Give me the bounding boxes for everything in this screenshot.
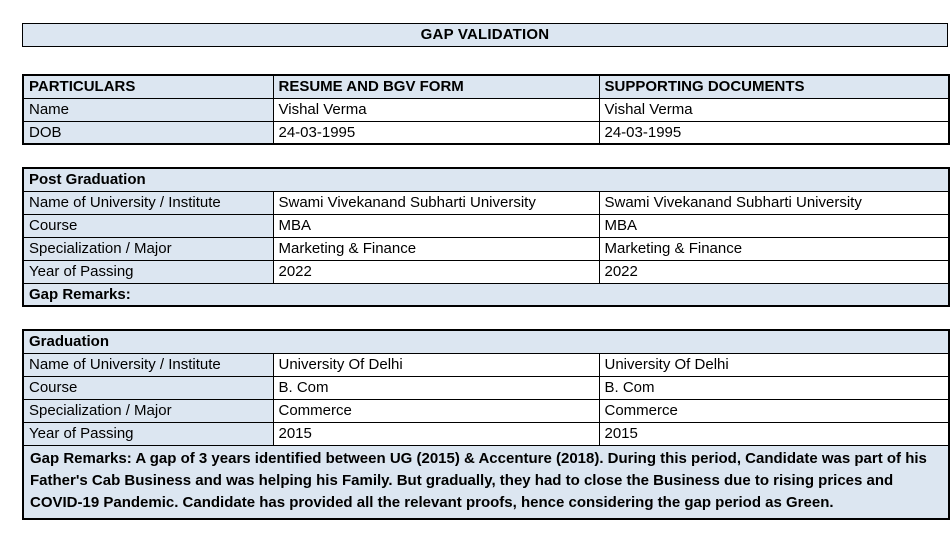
dob-supporting-value: 24-03-1995 — [598, 120, 950, 145]
column-header-supporting-docs: SUPPORTING DOCUMENTS — [598, 74, 950, 99]
section-header-row: Post Graduation — [22, 167, 950, 192]
page-title: GAP VALIDATION — [22, 23, 948, 47]
grad-specialization-supporting-value: Commerce — [598, 398, 950, 423]
row-label-specialization: Specialization / Major — [22, 398, 274, 423]
grad-university-resume-value: University Of Delhi — [272, 352, 600, 377]
table-row-course: Course MBA MBA — [22, 213, 950, 238]
column-header-particulars: PARTICULARS — [22, 74, 274, 99]
gap-remarks-row: Gap Remarks: — [22, 282, 950, 307]
grad-year-resume-value: 2015 — [272, 421, 600, 446]
table-row-university: Name of University / Institute Swami Viv… — [22, 190, 950, 215]
grad-course-resume-value: B. Com — [272, 375, 600, 400]
table-row-dob: DOB 24-03-1995 24-03-1995 — [22, 120, 950, 145]
row-label-year-of-passing: Year of Passing — [22, 259, 274, 284]
table-row-university: Name of University / Institute Universit… — [22, 352, 950, 377]
name-supporting-value: Vishal Verma — [598, 97, 950, 122]
graduation-table: Graduation Name of University / Institut… — [22, 329, 950, 520]
row-label-course: Course — [22, 375, 274, 400]
table-header-row: PARTICULARS RESUME AND BGV FORM SUPPORTI… — [22, 74, 950, 99]
row-label-name: Name — [22, 97, 274, 122]
post-graduation-table: Post Graduation Name of University / Ins… — [22, 167, 950, 307]
grad-year-supporting-value: 2015 — [598, 421, 950, 446]
row-label-year-of-passing: Year of Passing — [22, 421, 274, 446]
grad-university-supporting-value: University Of Delhi — [598, 352, 950, 377]
row-label-university: Name of University / Institute — [22, 190, 274, 215]
table-row-year-of-passing: Year of Passing 2015 2015 — [22, 421, 950, 446]
table-row-name: Name Vishal Verma Vishal Verma — [22, 97, 950, 122]
pg-course-supporting-value: MBA — [598, 213, 950, 238]
graduation-gap-remarks: Gap Remarks: A gap of 3 years identified… — [22, 444, 950, 519]
row-label-university: Name of University / Institute — [22, 352, 274, 377]
pg-specialization-resume-value: Marketing & Finance — [272, 236, 600, 261]
dob-resume-value: 24-03-1995 — [272, 120, 600, 145]
pg-specialization-supporting-value: Marketing & Finance — [598, 236, 950, 261]
pg-course-resume-value: MBA — [272, 213, 600, 238]
name-resume-value: Vishal Verma — [272, 97, 600, 122]
pg-university-resume-value: Swami Vivekanand Subharti University — [272, 190, 600, 215]
grad-specialization-resume-value: Commerce — [272, 398, 600, 423]
row-label-course: Course — [22, 213, 274, 238]
table-row-year-of-passing: Year of Passing 2022 2022 — [22, 259, 950, 284]
table-row-specialization: Specialization / Major Marketing & Finan… — [22, 236, 950, 261]
table-row-specialization: Specialization / Major Commerce Commerce — [22, 398, 950, 423]
pg-year-resume-value: 2022 — [272, 259, 600, 284]
section-header-row: Graduation — [22, 329, 950, 354]
pg-year-supporting-value: 2022 — [598, 259, 950, 284]
gap-remarks-row: Gap Remarks: A gap of 3 years identified… — [22, 444, 950, 519]
section-title-post-graduation: Post Graduation — [22, 167, 950, 192]
table-row-course: Course B. Com B. Com — [22, 375, 950, 400]
pg-university-supporting-value: Swami Vivekanand Subharti University — [598, 190, 950, 215]
section-title-graduation: Graduation — [22, 329, 950, 354]
column-header-resume-bgv: RESUME AND BGV FORM — [272, 74, 600, 99]
particulars-table: PARTICULARS RESUME AND BGV FORM SUPPORTI… — [22, 74, 950, 145]
row-label-dob: DOB — [22, 120, 274, 145]
row-label-specialization: Specialization / Major — [22, 236, 274, 261]
post-graduation-gap-remarks: Gap Remarks: — [22, 282, 950, 307]
grad-course-supporting-value: B. Com — [598, 375, 950, 400]
